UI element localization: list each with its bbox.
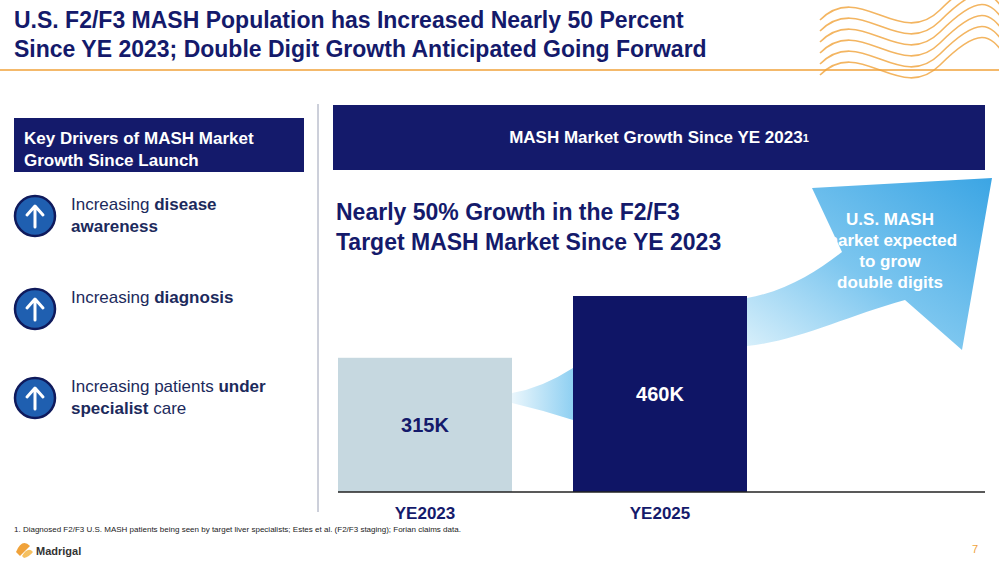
slide-title: U.S. F2/F3 MASH Population has Increased… [14,6,707,64]
arrow-text-line: double digits [837,273,943,292]
title-line: U.S. F2/F3 MASH Population has Increased… [14,6,707,35]
logo-mark [22,550,33,558]
footnote: 1. Diagnosed F2/F3 U.S. MASH patients be… [14,525,461,534]
headline: Nearly 50% Growth in the F2/F3 Target MAS… [336,199,721,255]
driver-icon [15,196,55,236]
growth-swoosh [512,368,573,420]
headline-line: Nearly 50% Growth in the F2/F3 [336,199,680,225]
driver-text-part: care [149,399,187,418]
chart-title-box: MASH Market Growth Since YE 20231 [333,105,985,170]
arrow-text-line: market expected [823,231,957,250]
chart-title: MASH Market Growth Since YE 2023 [509,128,803,148]
title-rule [0,69,999,71]
divider [318,104,319,512]
category-label: YE2025 [630,504,691,523]
stage: 315K YE2023 460K YE2025 Nearly 50% Growth in… [0,0,999,569]
title-line: Since YE 2023; Double Digit Growth Antic… [14,35,707,64]
driver-arrow [27,299,43,320]
driver-text-part: Increasing patients [71,377,218,396]
decor-wave [820,0,999,23]
bar [573,296,747,492]
arrow-text: U.S. MASH market expected to grow double di… [823,210,957,292]
driver-icon [15,289,55,329]
driver-text: Increasing disease awareness [71,194,271,238]
driver-text-part: Increasing [71,195,154,214]
decor-wave [820,38,999,78]
decor-wave [820,5,999,45]
decor-wave [820,27,999,67]
data-label: 460K [636,383,684,405]
driver-text-part: diagnosis [154,288,233,307]
headline-line: Target MASH Market Since YE 2023 [336,229,721,255]
driver-icon [15,378,55,418]
category-label: YE2023 [395,504,456,523]
driver-text: Increasing patients under specialist car… [71,376,271,420]
decor-wave [820,16,999,56]
chart-title-note: 1 [803,132,809,144]
drivers-heading: Key Drivers of MASH Market Growth Since … [14,118,304,172]
bars [338,296,747,492]
driver-text: Increasing diagnosis [71,287,271,309]
driver-text-part: Increasing [71,288,154,307]
arrow-text-line: U.S. MASH [846,210,934,229]
data-label: 315K [401,414,449,436]
driver-arrow [27,388,43,409]
arrow-text-line: to grow [859,252,921,271]
bar [338,358,512,492]
page-number: 7 [972,543,978,555]
driver-arrow [27,206,43,227]
logo-text: Madrigal [36,545,81,557]
growth-arrow [747,178,992,350]
x-axis [338,491,985,493]
